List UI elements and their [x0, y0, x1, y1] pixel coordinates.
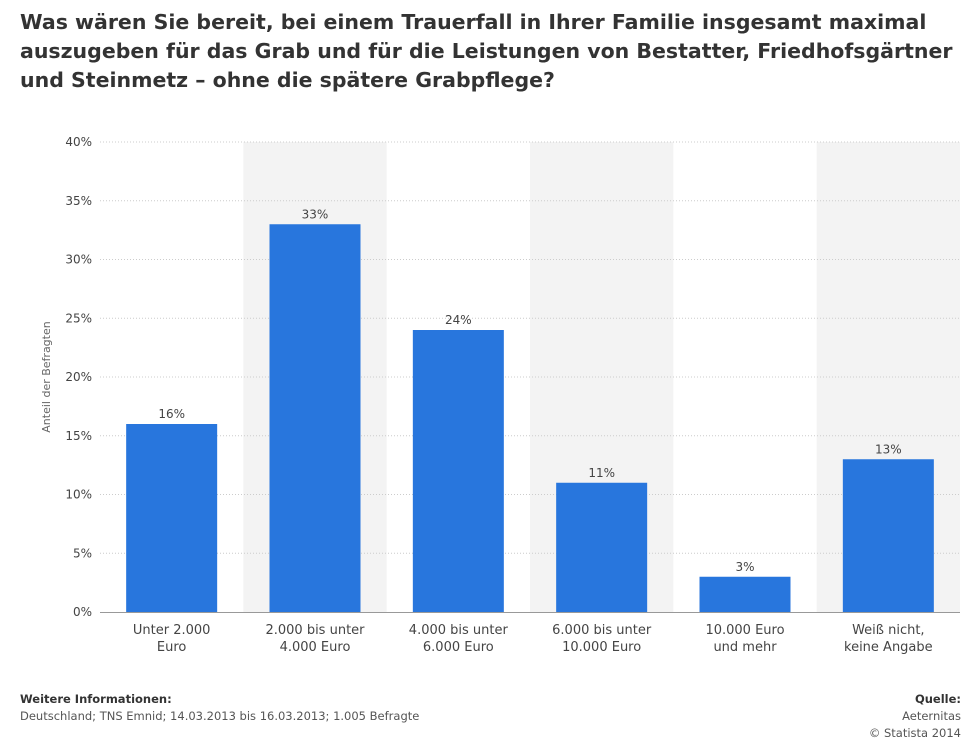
y-axis-label: Anteil der Befragten	[40, 321, 53, 432]
x-tick-labels: Unter 2.000 Euro 2.000 bis unter 4.000 Euro…	[133, 623, 933, 655]
value-label: 11%	[588, 466, 615, 480]
bar	[842, 459, 934, 612]
x-tick-label-line: und mehr	[713, 640, 777, 655]
x-tick-label: 6.000 bis unter 10.000 Euro	[552, 623, 652, 655]
x-tick-label: 2.000 bis unter 4.000 Euro	[265, 623, 365, 655]
x-tick-label-line: 4.000 Euro	[280, 640, 351, 655]
x-tick-label-line: 2.000 bis unter	[265, 623, 365, 638]
x-tick-label: 4.000 bis unter 6.000 Euro	[409, 623, 509, 655]
y-tick-label: 10%	[65, 488, 92, 502]
x-tick-label-line: keine Angabe	[844, 640, 933, 655]
x-tick-label: 10.000 Euro und mehr	[705, 623, 784, 655]
bars	[126, 224, 934, 612]
y-tick-label: 30%	[65, 253, 92, 267]
x-tick-label-line: Unter 2.000	[133, 623, 211, 638]
x-tick-label-line: 4.000 bis unter	[409, 623, 509, 638]
bar-chart: 0% 5% 10% 15% 20% 25% 30% 35% 40% Anteil der Bef…	[40, 135, 960, 655]
x-tick-label-line: 6.000 Euro	[423, 640, 494, 655]
value-label: 24%	[445, 313, 472, 327]
bar	[412, 330, 504, 612]
chart-title: Was wären Sie bereit, bei einem Trauerfa…	[20, 10, 953, 92]
y-tick-label: 15%	[65, 429, 92, 443]
further-info: Weitere Informationen: Deutschland; TNS …	[20, 691, 419, 725]
y-tick-label: 5%	[73, 546, 92, 560]
x-tick-label-line: 6.000 bis unter	[552, 623, 652, 638]
y-tick-label: 0%	[73, 605, 92, 619]
gridlines	[100, 141, 960, 554]
x-tick-label: Unter 2.000 Euro	[133, 623, 211, 655]
y-tick-label: 35%	[65, 194, 92, 208]
value-label: 3%	[735, 560, 754, 574]
x-tick-label: Weiß nicht, keine Angabe	[844, 623, 933, 655]
source-heading: Quelle:	[914, 692, 961, 706]
x-tick-label-line: Weiß nicht,	[852, 623, 925, 638]
y-tick-label: 40%	[65, 135, 92, 149]
value-labels: 16% 33% 24% 11% 3% 13%	[158, 207, 901, 574]
y-tick-labels: 0% 5% 10% 15% 20% 25% 30% 35% 40%	[65, 135, 92, 619]
value-label: 16%	[158, 407, 185, 421]
bar	[556, 482, 648, 612]
x-tick-label-line: 10.000 Euro	[562, 640, 641, 655]
further-info-heading: Weitere Informationen:	[20, 692, 172, 706]
bar	[269, 224, 361, 612]
value-label: 33%	[302, 207, 329, 221]
bar	[699, 576, 791, 612]
further-info-text: Deutschland; TNS Emnid; 14.03.2013 bis 1…	[20, 709, 420, 723]
source-info: Quelle: Aeternitas © Statista 2014	[869, 691, 961, 742]
x-tick-label-line: 10.000 Euro	[705, 623, 784, 638]
y-tick-label: 20%	[65, 370, 92, 384]
x-tick-label-line: Euro	[157, 640, 187, 655]
value-label: 13%	[875, 442, 902, 456]
source-text: Aeternitas	[902, 709, 961, 723]
y-tick-label: 25%	[65, 311, 92, 325]
bar	[126, 424, 218, 612]
copyright-text: © Statista 2014	[868, 726, 961, 740]
